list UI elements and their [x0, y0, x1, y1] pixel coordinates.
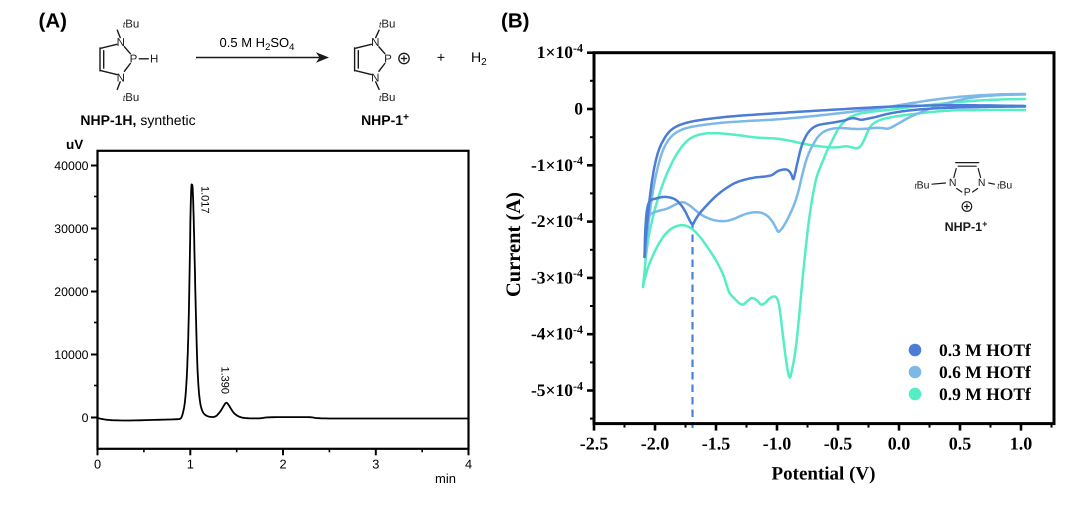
svg-text:1.017: 1.017	[199, 186, 211, 214]
svg-text:1×10-4: 1×10-4	[537, 41, 583, 62]
svg-text:tBu: tBu	[379, 19, 395, 31]
svg-text:0.5 M H2SO4: 0.5 M H2SO4	[220, 35, 295, 53]
svg-text:P: P	[130, 54, 138, 66]
svg-text:3: 3	[372, 456, 379, 471]
svg-text:min: min	[435, 471, 456, 486]
svg-text:tBu: tBu	[379, 92, 395, 104]
svg-text:uV: uV	[66, 137, 83, 152]
svg-text:-5×10-4: -5×10-4	[531, 379, 583, 400]
svg-text:30000: 30000	[54, 222, 88, 236]
svg-text:-0.5: -0.5	[824, 434, 853, 454]
svg-text:N: N	[371, 72, 379, 84]
svg-text:N: N	[117, 72, 125, 84]
svg-text:0.5: 0.5	[949, 434, 972, 454]
svg-text:-2.5: -2.5	[580, 434, 609, 454]
svg-text:tBu: tBu	[914, 180, 929, 192]
svg-text:P: P	[384, 54, 392, 66]
svg-text:0: 0	[82, 411, 89, 425]
svg-text:tBu: tBu	[997, 180, 1012, 192]
svg-text:0: 0	[94, 456, 101, 471]
svg-text:0.3 M HOTf: 0.3 M HOTf	[939, 340, 1031, 360]
svg-text:NHP-1+: NHP-1+	[945, 219, 988, 234]
svg-text:-4×10-4: -4×10-4	[531, 323, 583, 344]
svg-text:-3×10-4: -3×10-4	[531, 266, 583, 287]
svg-text:1: 1	[187, 456, 194, 471]
svg-text:+: +	[437, 49, 445, 65]
svg-text:-2.0: -2.0	[641, 434, 670, 454]
svg-text:-1×10-4: -1×10-4	[531, 154, 583, 175]
svg-text:0.0: 0.0	[888, 434, 911, 454]
svg-text:N: N	[978, 177, 986, 189]
svg-text:0: 0	[574, 99, 583, 119]
svg-text:N: N	[117, 37, 125, 49]
svg-text:2: 2	[279, 456, 286, 471]
svg-text:Current (A): Current (A)	[503, 192, 525, 297]
svg-text:0.9 M HOTf: 0.9 M HOTf	[939, 384, 1031, 404]
svg-text:-2×10-4: -2×10-4	[531, 210, 583, 231]
svg-text:Potential (V): Potential (V)	[772, 464, 876, 485]
svg-text:P: P	[964, 186, 971, 198]
svg-text:0.6 M HOTf: 0.6 M HOTf	[939, 362, 1031, 382]
svg-text:N: N	[371, 37, 379, 49]
svg-text:20000: 20000	[54, 285, 88, 299]
svg-text:1.390: 1.390	[219, 367, 231, 395]
svg-text:10000: 10000	[54, 348, 88, 362]
svg-text:(B): (B)	[501, 10, 529, 33]
svg-text:NHP-1+: NHP-1+	[361, 112, 409, 128]
svg-text:NHP-1H, synthetic: NHP-1H, synthetic	[80, 112, 195, 128]
svg-text:4: 4	[465, 456, 472, 471]
svg-text:H: H	[150, 54, 158, 66]
svg-text:N: N	[949, 177, 957, 189]
svg-text:tBu: tBu	[123, 19, 139, 31]
svg-text:1.0: 1.0	[1010, 434, 1033, 454]
svg-text:-1.5: -1.5	[702, 434, 731, 454]
svg-text:(A): (A)	[39, 10, 67, 33]
svg-text:40000: 40000	[54, 159, 88, 173]
svg-text:tBu: tBu	[123, 92, 139, 104]
svg-text:-1.0: -1.0	[763, 434, 792, 454]
